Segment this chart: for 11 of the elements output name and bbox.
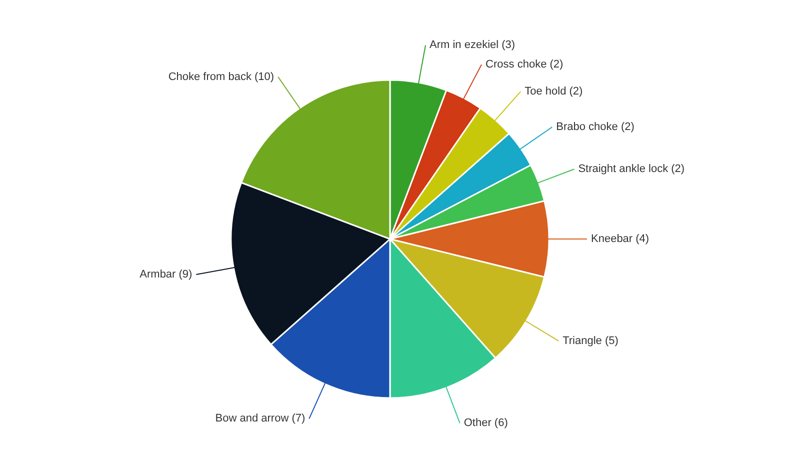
slice-label: Choke from back (10)	[168, 70, 274, 83]
slice-label: Other (6)	[464, 417, 508, 430]
slice-label: Bow and arrow (7)	[215, 412, 306, 425]
slice-label: Armbar (9)	[140, 268, 192, 281]
slice-label: Toe hold (2)	[524, 86, 583, 98]
slice-label: Kneebar (4)	[591, 233, 650, 245]
slice-label: Straight ankle lock (2)	[578, 163, 685, 176]
slice-label: Triangle (5)	[562, 334, 618, 347]
slice-label: Arm in ezekiel (3)	[430, 39, 516, 52]
slice-label: Cross choke (2)	[486, 58, 564, 71]
slice-label: Brabo choke (2)	[556, 121, 634, 134]
